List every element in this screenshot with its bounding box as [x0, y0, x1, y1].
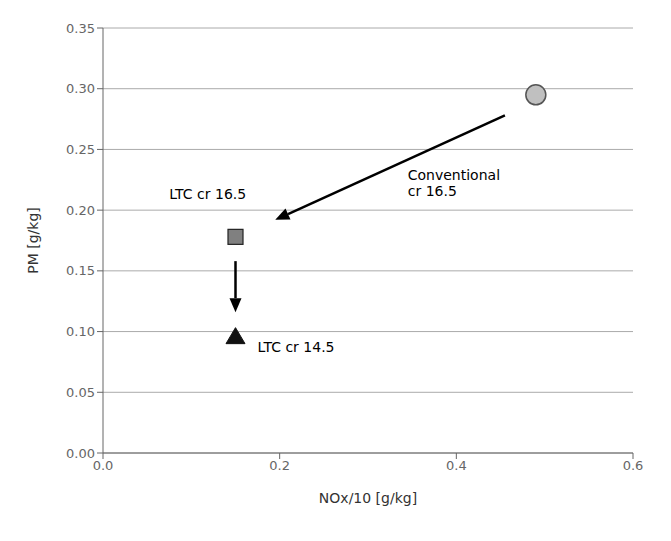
svg-text:0.6: 0.6 — [623, 458, 644, 473]
svg-text:0.4: 0.4 — [446, 458, 467, 473]
svg-text:0.20: 0.20 — [66, 203, 95, 218]
svg-text:0.0: 0.0 — [93, 458, 114, 473]
svg-text:LTC cr 14.5: LTC cr 14.5 — [258, 339, 335, 355]
svg-text:0.25: 0.25 — [66, 142, 95, 157]
svg-text:0.05: 0.05 — [66, 385, 95, 400]
svg-text:0.35: 0.35 — [66, 21, 95, 36]
svg-text:0.2: 0.2 — [269, 458, 290, 473]
svg-text:Conventionalcr 16.5: Conventionalcr 16.5 — [408, 167, 500, 199]
svg-text:0.00: 0.00 — [66, 446, 95, 461]
svg-text:0.15: 0.15 — [66, 263, 95, 278]
svg-text:0.30: 0.30 — [66, 81, 95, 96]
svg-text:0.10: 0.10 — [66, 324, 95, 339]
svg-text:NOx/10 [g/kg]: NOx/10 [g/kg] — [319, 490, 417, 506]
svg-text:PM [g/kg]: PM [g/kg] — [25, 207, 41, 274]
svg-text:LTC cr 16.5: LTC cr 16.5 — [169, 186, 246, 202]
